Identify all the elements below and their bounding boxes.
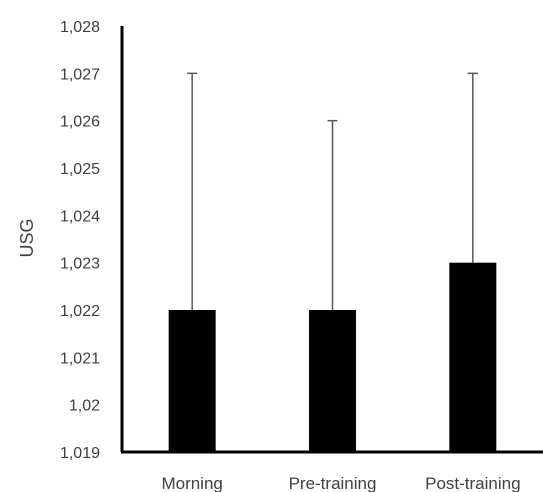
- error-bars: [187, 72, 478, 310]
- y-tick-label: 1,019: [60, 445, 100, 462]
- y-axis-title: USG: [17, 218, 37, 257]
- y-tick-label: 1,022: [60, 303, 100, 320]
- y-tick-label: 1,027: [60, 66, 100, 83]
- category-label: Post-training: [425, 474, 520, 492]
- y-tick-label: 1,024: [60, 208, 100, 225]
- y-tick-label: 1,021: [60, 350, 100, 367]
- bar: [309, 310, 356, 452]
- category-label: Pre-training: [289, 474, 377, 492]
- bar: [168, 310, 216, 452]
- axes: [120, 26, 543, 454]
- y-tick-label: 1,025: [60, 161, 100, 178]
- y-tick-label: 1,02: [69, 398, 100, 415]
- category-label: Morning: [161, 474, 222, 492]
- y-tick-label: 1,026: [60, 114, 100, 131]
- y-tick-label: 1,028: [60, 19, 100, 36]
- bars: [168, 262, 497, 452]
- y-tick-labels: 1,019 1,02 1,021 1,022 1,023 1,024 1,025 1,026 1…: [60, 19, 100, 462]
- y-tick-label: 1,023: [60, 256, 100, 273]
- category-labels: Morning Pre-training Post-training: [161, 474, 520, 492]
- bar: [449, 262, 497, 452]
